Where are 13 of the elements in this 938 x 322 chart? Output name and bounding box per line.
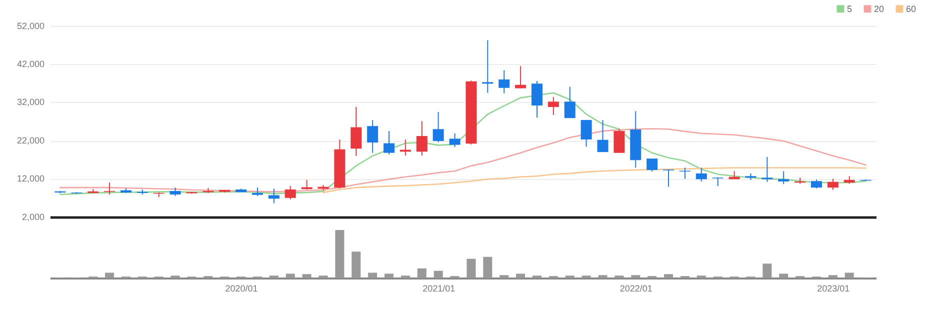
y-tick-label: 32,000 (16, 97, 44, 108)
y-tick-label: 42,000 (16, 59, 44, 69)
legend-label: 5 (847, 4, 852, 14)
y-tick-label: 2,000 (22, 212, 44, 222)
y-tick-label: 22,000 (16, 135, 44, 146)
x-tick-label: 2021/01 (422, 284, 456, 294)
y-tick-label: 12,000 (16, 174, 44, 184)
x-tick-label: 2022/01 (620, 284, 652, 294)
y-tick-label: 52,000 (16, 20, 44, 31)
x-tick-label: 2020/01 (225, 284, 258, 294)
legend-label: 60 (906, 4, 916, 14)
x-tick-label: 2023/01 (817, 284, 850, 294)
legend-label: 20 (874, 4, 884, 14)
